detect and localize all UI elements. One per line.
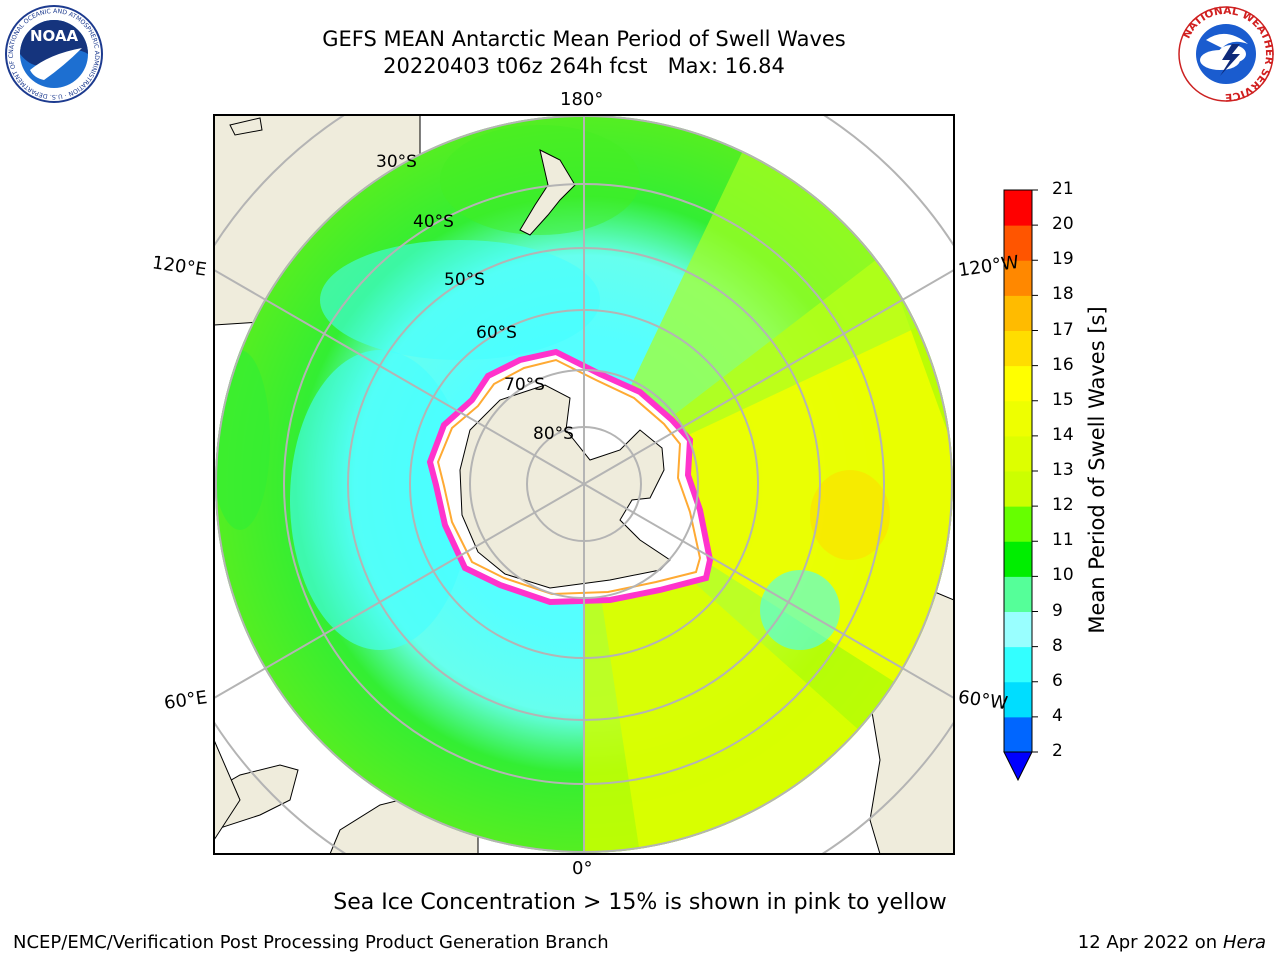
colorbar-bin: [1004, 435, 1032, 472]
colorbar-bin: [1004, 541, 1032, 577]
lat-label-70s: 70°S: [504, 375, 545, 395]
colorbar-bin: [1004, 260, 1032, 296]
colorbar-tick-label: 21: [1052, 179, 1074, 199]
colorbar-bin: [1004, 506, 1032, 542]
colorbar-tick-label: 14: [1052, 424, 1074, 445]
date-text: 12 Apr 2022 on: [1077, 932, 1218, 953]
map-border: [213, 114, 955, 855]
lon-label-180: 180°: [560, 89, 604, 110]
colorbar-bin: [1004, 471, 1032, 507]
antarctica-land: [459, 384, 671, 589]
colorbar-bin: [1004, 681, 1032, 718]
noaa-logo: NATIONAL OCEANIC AND ATMOSPHERIC ADMINIS…: [4, 4, 103, 103]
lat-label-60s: 60°S: [476, 323, 517, 343]
lon-label-0: 0°: [572, 858, 593, 879]
lower-left-land: [214, 739, 241, 841]
colorbar-label: Mean Period of Swell Waves [s]: [1085, 306, 1109, 634]
lat-label-40s: 40°S: [413, 212, 454, 232]
colorbar-tick-label: 19: [1052, 249, 1074, 270]
colorbar-tick-label: 2: [1052, 741, 1063, 761]
colorbar-bin: [1004, 646, 1032, 683]
colorbar-bin: [1004, 576, 1032, 612]
system-name: Hera: [1222, 932, 1266, 953]
date-stamp: 12 Apr 2022 on Hera: [1078, 932, 1266, 953]
colorbar-tick-label: 20: [1052, 214, 1074, 235]
sea-ice-inner: [436, 358, 702, 596]
colorbar-bin: [1004, 330, 1032, 367]
colorbar-bin: [1004, 400, 1032, 437]
colorbar-tick-label: 13: [1052, 460, 1074, 480]
colorbar-bin: [1004, 295, 1032, 331]
colorbar-under-triangle: [1003, 751, 1033, 782]
colorbar-tick-label: 17: [1052, 319, 1074, 340]
colorbar-tick-label: 9: [1052, 600, 1063, 621]
colorbar: [1003, 189, 1038, 782]
colorbar-tick-label: 8: [1052, 635, 1063, 656]
nws-logo: NATIONAL WEATHER SERVICE: [1178, 5, 1275, 103]
colorbar-bin: [1004, 225, 1032, 261]
colorbar-tick-label: 6: [1052, 670, 1063, 691]
chart-title: GEFS MEAN Antarctic Mean Period of Swell…: [322, 27, 846, 51]
colorbar-bin: [1004, 611, 1032, 648]
colorbar-tick-label: 11: [1052, 530, 1074, 551]
lat-label-50s: 50°S: [444, 270, 485, 290]
credit-text: NCEP/EMC/Verification Post Processing Pr…: [13, 932, 609, 953]
meridian-lines: [214, 115, 954, 854]
colorbar-bin: [1004, 716, 1032, 753]
top-left-land-small: [229, 117, 263, 136]
colorbar-bin: [1004, 190, 1032, 226]
colorbar-tick-label: 16: [1052, 354, 1074, 375]
chart-subtitle: 20220403 t06z 264h fcst Max: 16.84: [383, 54, 785, 78]
colorbar-bin: [1004, 365, 1032, 402]
noaa-logo-text: NOAA: [30, 27, 79, 45]
colorbar-tick-label: 10: [1052, 565, 1074, 586]
lat-label-30s: 30°S: [376, 152, 417, 172]
lat-label-80s: 80°S: [533, 424, 574, 444]
top-right-land: [840, 115, 954, 230]
colorbar-tick-label: 4: [1052, 705, 1063, 726]
new-zealand-land: [519, 149, 576, 236]
sea-ice-note: Sea Ice Concentration > 15% is shown in …: [333, 890, 947, 915]
colorbar-tick-label: 18: [1052, 284, 1074, 305]
map-frame-content: [214, 115, 954, 854]
colorbar-tick-label: 12: [1052, 495, 1074, 516]
colorbar-tick-label: 15: [1052, 389, 1074, 410]
